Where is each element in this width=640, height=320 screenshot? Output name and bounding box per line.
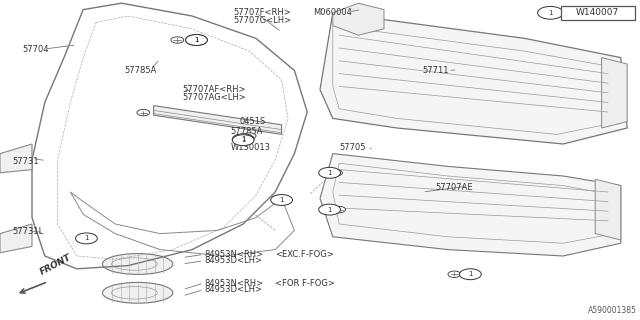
Text: A590001385: A590001385 xyxy=(588,306,637,315)
Circle shape xyxy=(243,133,256,139)
Text: 1: 1 xyxy=(468,271,473,277)
Text: 57707AF<RH>: 57707AF<RH> xyxy=(182,85,246,94)
Text: 1: 1 xyxy=(194,37,199,43)
Text: 1: 1 xyxy=(279,197,284,203)
Text: 84953D<LH>: 84953D<LH> xyxy=(205,285,263,294)
Polygon shape xyxy=(602,58,627,128)
Circle shape xyxy=(171,37,184,43)
Ellipse shape xyxy=(102,283,173,303)
Text: W130013: W130013 xyxy=(230,143,270,152)
Text: 57707AE: 57707AE xyxy=(435,183,473,192)
Text: W140007: W140007 xyxy=(576,8,620,17)
Polygon shape xyxy=(320,154,621,256)
Text: 1: 1 xyxy=(241,137,246,143)
Text: 57785A: 57785A xyxy=(230,127,263,136)
Circle shape xyxy=(448,271,461,277)
Text: 57707AG<LH>: 57707AG<LH> xyxy=(182,93,246,102)
Polygon shape xyxy=(595,179,621,240)
Circle shape xyxy=(272,195,285,202)
Text: M060004: M060004 xyxy=(314,8,353,17)
Circle shape xyxy=(186,35,207,45)
Circle shape xyxy=(538,6,563,19)
Polygon shape xyxy=(154,106,282,134)
Circle shape xyxy=(460,269,481,280)
Circle shape xyxy=(319,167,340,178)
Polygon shape xyxy=(0,144,32,173)
Circle shape xyxy=(333,206,346,213)
Text: 1: 1 xyxy=(327,207,332,212)
Text: 57731L: 57731L xyxy=(13,228,44,236)
Text: 1: 1 xyxy=(327,170,332,176)
Text: 57705: 57705 xyxy=(339,143,365,152)
Text: 84953N<RH>: 84953N<RH> xyxy=(205,250,264,259)
Text: 57707G<LH>: 57707G<LH> xyxy=(234,16,292,25)
Circle shape xyxy=(186,35,207,45)
Polygon shape xyxy=(0,224,32,253)
Text: 57731: 57731 xyxy=(13,157,40,166)
Text: 1: 1 xyxy=(241,136,246,142)
Text: 84953D<LH>: 84953D<LH> xyxy=(205,256,263,265)
Text: 57704: 57704 xyxy=(22,45,49,54)
Text: 57707F<RH>: 57707F<RH> xyxy=(234,8,291,17)
Text: 57711: 57711 xyxy=(422,66,449,75)
Polygon shape xyxy=(333,3,384,35)
Text: <EXC.F-FOG>: <EXC.F-FOG> xyxy=(275,250,334,259)
Circle shape xyxy=(137,109,150,116)
Ellipse shape xyxy=(102,254,173,275)
Text: FRONT: FRONT xyxy=(38,253,73,277)
Circle shape xyxy=(319,204,340,215)
Text: 1: 1 xyxy=(548,10,553,16)
Circle shape xyxy=(271,195,292,205)
Text: 1: 1 xyxy=(194,37,199,43)
Text: 57785A: 57785A xyxy=(125,66,157,75)
Text: 1: 1 xyxy=(84,236,89,241)
Polygon shape xyxy=(320,13,627,144)
Text: 84953N<RH>: 84953N<RH> xyxy=(205,279,264,288)
Circle shape xyxy=(330,170,342,176)
Circle shape xyxy=(232,135,254,146)
Circle shape xyxy=(76,233,97,244)
FancyBboxPatch shape xyxy=(561,6,635,20)
Text: 0451S: 0451S xyxy=(240,117,266,126)
Text: <FOR F-FOG>: <FOR F-FOG> xyxy=(275,279,335,288)
Circle shape xyxy=(232,134,254,145)
